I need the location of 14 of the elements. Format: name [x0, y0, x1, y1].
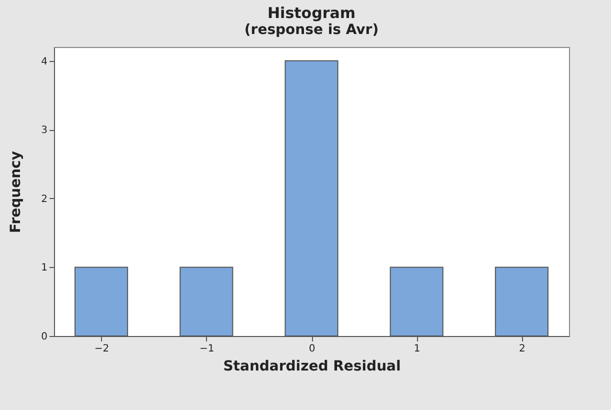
y-tick-label: 0 — [41, 332, 48, 342]
y-tick-label: 1 — [41, 262, 48, 274]
chart-title: Histogram — [268, 4, 356, 22]
y-tick-label: 3 — [41, 125, 48, 136]
x-tick-label: −1 — [200, 344, 214, 354]
x-tick-label: 0 — [308, 344, 316, 354]
x-axis-title: Standardized Residual — [223, 358, 401, 374]
chart-subtitle: (response is Avr) — [244, 22, 379, 38]
x-tick-label: −2 — [94, 344, 110, 354]
y-axis-title: Frequency — [8, 151, 24, 233]
x-tick-label: 2 — [519, 344, 526, 354]
x-tick-label: 1 — [414, 344, 420, 354]
y-tick-label: 2 — [41, 194, 48, 205]
y-tick-label: 4 — [41, 56, 48, 68]
